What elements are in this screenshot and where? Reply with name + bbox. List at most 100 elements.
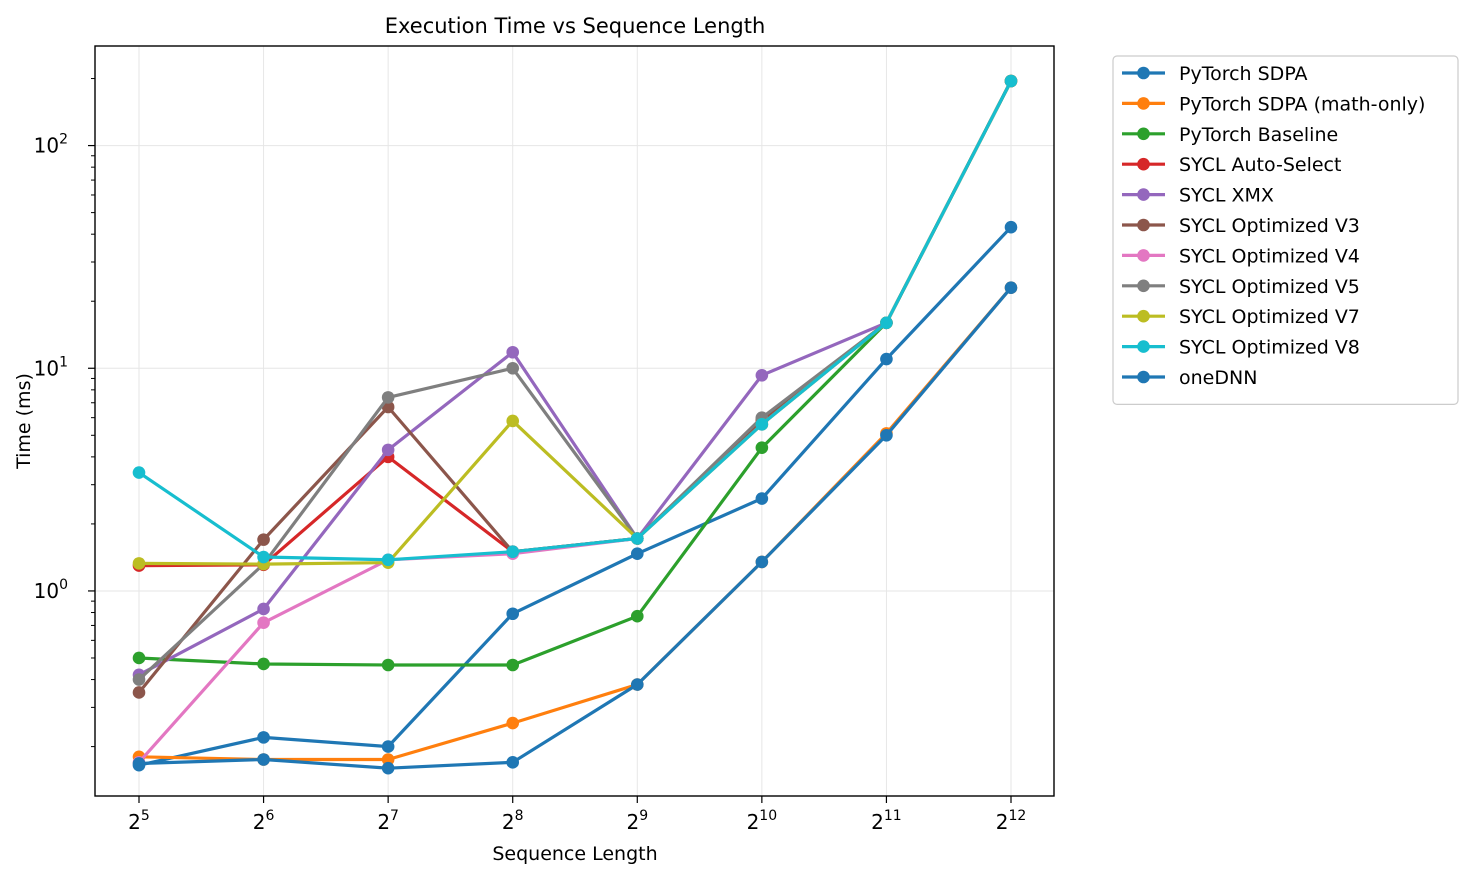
legend-label: SYCL Auto-Select: [1179, 154, 1341, 176]
legend-label: SYCL Optimized V7: [1179, 306, 1360, 328]
data-point: [880, 352, 893, 366]
data-point: [506, 658, 520, 672]
data-point: [381, 391, 395, 404]
series: [132, 74, 1018, 686]
data-point: [506, 414, 520, 428]
y-axis-label: Time (ms): [13, 373, 35, 470]
legend-marker: [1137, 66, 1150, 80]
legend-label: SYCL Optimized V5: [1179, 276, 1360, 298]
series-line: [138, 80, 1013, 677]
data-point: [132, 686, 146, 699]
data-point: [257, 550, 270, 564]
data-point: [1004, 74, 1018, 88]
chart-title: Execution Time vs Sequence Length: [385, 14, 766, 38]
x-tick-label: 29: [626, 808, 648, 834]
series-line: [138, 80, 1013, 667]
legend-label: SYCL Optimized V4: [1179, 245, 1360, 267]
x-axis-label: Sequence Length: [492, 843, 657, 865]
data-point: [630, 547, 644, 560]
x-tick-label: 211: [871, 808, 902, 834]
legend-label: PyTorch SDPA (math-only): [1179, 93, 1425, 115]
x-tick-label: 26: [253, 808, 275, 834]
data-point: [506, 545, 520, 559]
x-tick-label: 27: [377, 808, 399, 834]
data-point: [630, 609, 644, 623]
grid: [95, 46, 1054, 796]
legend-label: PyTorch SDPA: [1179, 63, 1308, 85]
x-tick-label: 212: [996, 808, 1027, 834]
legend-marker: [1137, 157, 1150, 171]
legend: PyTorch SDPA PyTorch SDPA (math-only) PyTo…: [1112, 55, 1459, 405]
data-point: [1004, 220, 1018, 234]
y-tick-label: 101: [34, 354, 68, 380]
y-tick-label: 100: [34, 577, 68, 603]
x-tick-label: 210: [747, 808, 778, 834]
data-point: [257, 616, 270, 630]
series: [132, 281, 1018, 775]
data-point: [132, 557, 146, 570]
legend-marker: [1137, 340, 1150, 353]
data-point: [381, 553, 395, 567]
series: [132, 74, 1018, 672]
data-point: [506, 756, 520, 769]
data-point: [880, 428, 893, 442]
series-line: [138, 226, 1013, 767]
x-tick-label: 28: [502, 808, 524, 834]
data-point: [755, 441, 769, 454]
data-point: [506, 361, 520, 375]
y-axis: 100 101 102: [34, 78, 95, 748]
legend-label: PyTorch Baseline: [1179, 124, 1338, 146]
legend-marker: [1137, 309, 1150, 323]
series: [132, 74, 1018, 682]
data-point: [506, 607, 520, 621]
data-point: [630, 532, 644, 545]
series-line: [137, 80, 1013, 681]
data-point: [132, 673, 146, 686]
legend-marker: [1137, 279, 1150, 293]
legend-marker: [1137, 218, 1150, 232]
legend-marker: [1137, 97, 1150, 110]
series: [132, 220, 1018, 772]
legend-box: [1112, 55, 1459, 405]
plot-frame: [94, 45, 1055, 797]
data-point: [1004, 281, 1018, 295]
series-group: [132, 74, 1018, 775]
data-point: [381, 761, 395, 775]
data-point: [381, 740, 395, 753]
series-line: [137, 80, 1013, 764]
legend-marker: [1137, 370, 1150, 384]
legend-marker: [1137, 249, 1150, 262]
data-point: [755, 555, 769, 569]
legend-label: SYCL XMX: [1179, 185, 1274, 207]
data-point: [755, 418, 769, 431]
legend-label: SYCL Optimized V3: [1179, 215, 1360, 237]
legend-label: oneDNN: [1179, 367, 1257, 389]
data-point: [257, 731, 270, 744]
series-line: [138, 80, 1013, 562]
series: [132, 74, 1018, 567]
data-point: [880, 316, 893, 330]
legend-label: SYCL Optimized V8: [1179, 337, 1360, 359]
x-tick-label: 25: [128, 808, 150, 834]
data-point: [630, 678, 644, 691]
data-point: [132, 651, 146, 665]
data-point: [381, 443, 395, 457]
data-point: [506, 716, 520, 730]
data-point: [257, 602, 270, 616]
y-tick-label: 102: [34, 132, 68, 158]
data-point: [755, 368, 769, 382]
x-axis: 25 26 27 28 29 210 211 212: [128, 796, 1026, 834]
legend-marker: [1137, 188, 1150, 201]
data-point: [132, 466, 146, 479]
data-point: [257, 657, 270, 671]
data-point: [257, 533, 270, 546]
data-point: [381, 658, 395, 672]
data-point: [381, 753, 395, 766]
data-point: [257, 753, 270, 766]
data-point: [132, 757, 146, 770]
data-point: [755, 492, 769, 505]
series-line: [138, 286, 1013, 770]
legend-marker: [1137, 127, 1150, 141]
data-point: [506, 345, 520, 359]
